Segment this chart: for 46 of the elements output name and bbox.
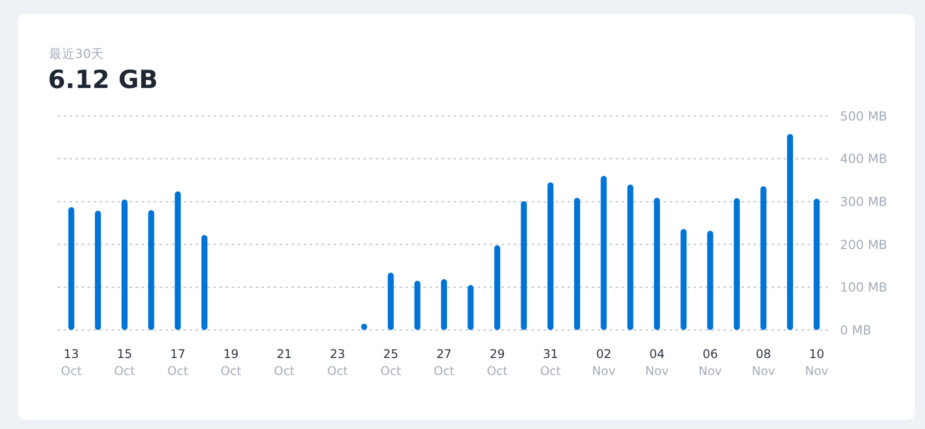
y-tick-label: 0 MB (840, 322, 872, 338)
bar (547, 182, 554, 330)
x-tick-label: 23 Oct (327, 347, 348, 378)
bar (494, 245, 500, 330)
x-tick-label: 10 Nov (804, 347, 828, 378)
y-tick-label: 500 MB (840, 108, 888, 124)
bar (414, 280, 420, 330)
chart-title: 6.12 GB (48, 65, 158, 94)
bar (94, 210, 101, 330)
bar (760, 186, 766, 330)
bar (520, 201, 527, 330)
x-tick-label: 02 Nov (592, 347, 616, 378)
x-tick-label: 04 Nov (645, 347, 669, 378)
bar (680, 228, 687, 330)
bar (787, 134, 794, 330)
bar (201, 234, 208, 330)
x-tick-label: 08 Nov (752, 347, 776, 378)
bar (148, 210, 154, 330)
bar (574, 198, 580, 330)
bar (388, 272, 394, 330)
x-tick-label: 29 Oct (486, 347, 508, 378)
bar (68, 207, 74, 330)
x-tick-label: 25 Oct (380, 347, 402, 378)
bar (441, 279, 447, 330)
y-tick-label: 400 MB (840, 151, 888, 166)
x-tick-label: 13 Oct (60, 347, 82, 378)
bar (734, 198, 740, 330)
bar (627, 184, 634, 330)
x-tick-label: 06 Nov (698, 347, 722, 378)
bar (468, 285, 474, 330)
bar (122, 199, 128, 330)
x-tick-label: 17 Oct (167, 347, 188, 378)
x-tick-label: 15 Oct (114, 347, 136, 378)
y-tick-label: 300 MB (840, 194, 888, 209)
bar (707, 230, 714, 330)
chart-subtitle: 最近30天 (49, 46, 104, 61)
bar (174, 191, 181, 330)
x-tick-label: 21 Oct (274, 347, 295, 378)
bar (814, 198, 820, 330)
bar (654, 198, 660, 330)
x-tick-label: 19 Oct (220, 347, 242, 378)
y-tick-label: 200 MB (840, 236, 888, 252)
x-tick-label: 27 Oct (434, 347, 455, 378)
y-tick-label: 100 MB (840, 280, 888, 295)
bar (600, 176, 607, 330)
x-tick-label: 31 Oct (540, 347, 562, 378)
